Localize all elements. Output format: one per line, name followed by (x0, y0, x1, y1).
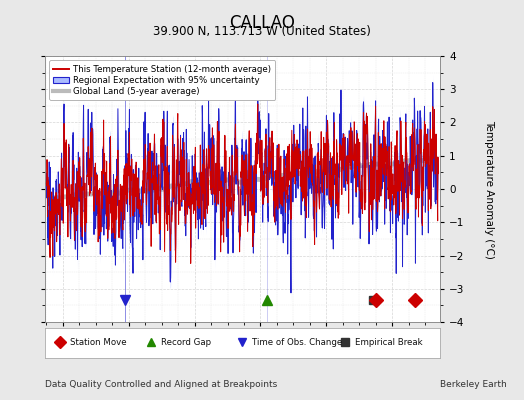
Text: Berkeley Earth: Berkeley Earth (440, 380, 507, 389)
Legend: This Temperature Station (12-month average), Regional Expectation with 95% uncer: This Temperature Station (12-month avera… (49, 60, 275, 100)
Text: Empirical Break: Empirical Break (355, 338, 423, 347)
Text: Time of Obs. Change: Time of Obs. Change (252, 338, 343, 347)
Text: Station Move: Station Move (70, 338, 127, 347)
Text: Record Gap: Record Gap (161, 338, 211, 347)
Text: 39.900 N, 113.713 W (United States): 39.900 N, 113.713 W (United States) (153, 25, 371, 38)
Text: Data Quality Controlled and Aligned at Breakpoints: Data Quality Controlled and Aligned at B… (45, 380, 277, 389)
Y-axis label: Temperature Anomaly (°C): Temperature Anomaly (°C) (484, 120, 494, 258)
Text: CALLAO: CALLAO (229, 14, 295, 32)
